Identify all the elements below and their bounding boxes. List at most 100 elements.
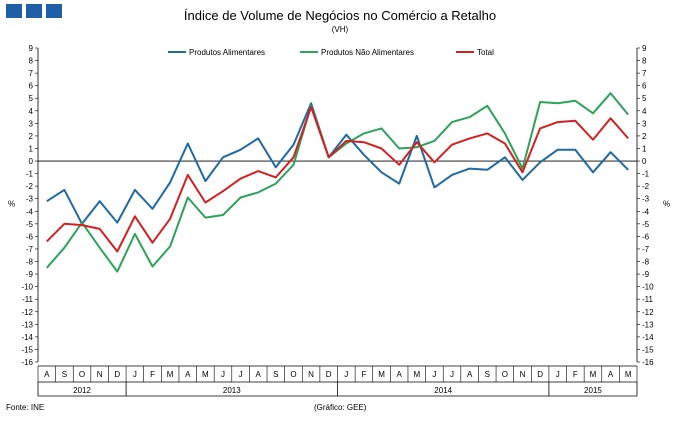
x-tick-label: J	[133, 370, 137, 379]
y-tick-label-left: 1	[29, 144, 34, 153]
x-tick-label: O	[502, 370, 508, 379]
x-tick-label: N	[520, 370, 526, 379]
x-tick-label: J	[344, 370, 348, 379]
x-tick-label: J	[432, 370, 436, 379]
x-tick-label: A	[396, 370, 402, 379]
series-line-2	[46, 106, 629, 253]
x-tick-label: D	[114, 370, 120, 379]
y-tick-label-left: -8	[26, 258, 34, 267]
y-tick-label-right: -16	[642, 358, 654, 367]
y-tick-label-left: -12	[21, 308, 33, 317]
y-tick-label-right: 3	[642, 119, 647, 128]
x-tick-label: N	[308, 370, 314, 379]
series-line-1	[46, 92, 629, 273]
x-tick-label: D	[537, 370, 543, 379]
y-tick-label-right: -9	[642, 270, 650, 279]
x-tick-label: O	[290, 370, 296, 379]
y-tick-label-right: 6	[642, 82, 647, 91]
year-label: 2013	[223, 386, 241, 395]
x-tick-label: A	[608, 370, 614, 379]
y-tick-label-right: -14	[642, 333, 654, 342]
y-tick-label-right: 7	[642, 69, 647, 78]
y-tick-label-left: -6	[26, 232, 34, 241]
x-tick-label: A	[256, 370, 262, 379]
x-tick-label: O	[79, 370, 85, 379]
y-axis-label-left: %	[8, 199, 15, 208]
logo	[6, 4, 62, 18]
x-tick-label: J	[556, 370, 560, 379]
y-tick-label-left: -13	[21, 320, 33, 329]
y-tick-label-right: -1	[642, 170, 650, 179]
y-tick-label-right: -2	[642, 182, 650, 191]
x-tick-label: J	[239, 370, 243, 379]
year-label: 2012	[73, 386, 91, 395]
x-tick-label: F	[573, 370, 578, 379]
source-note: Fonte: INE	[6, 403, 45, 412]
x-tick-label: M	[590, 370, 597, 379]
x-tick-label: F	[150, 370, 155, 379]
chart-title: Índice de Volume de Negócios no Comércio…	[183, 8, 497, 23]
y-tick-label-right: 4	[642, 107, 647, 116]
x-tick-label: A	[44, 370, 50, 379]
legend-label-2: Total	[477, 48, 494, 57]
y-tick-label-left: 7	[29, 69, 34, 78]
x-tick-label: A	[185, 370, 191, 379]
y-tick-label-right: -12	[642, 308, 654, 317]
x-tick-label: S	[62, 370, 67, 379]
y-tick-label-left: -15	[21, 345, 33, 354]
y-axis-label-right: %	[663, 199, 670, 208]
y-tick-label-right: -15	[642, 345, 654, 354]
x-tick-label: N	[97, 370, 103, 379]
y-tick-label-left: -7	[26, 245, 34, 254]
y-tick-label-left: 6	[29, 82, 34, 91]
y-tick-label-right: -7	[642, 245, 650, 254]
x-tick-label: M	[625, 370, 632, 379]
y-tick-label-left: 3	[29, 119, 34, 128]
y-tick-label-left: 4	[29, 107, 34, 116]
y-tick-label-left: -11	[22, 295, 34, 304]
y-tick-label-right: 1	[642, 144, 647, 153]
y-tick-label-left: -1	[26, 170, 34, 179]
y-tick-label-left: -16	[21, 358, 33, 367]
x-tick-label: F	[361, 370, 366, 379]
y-tick-label-left: -4	[26, 207, 34, 216]
y-tick-label-right: 2	[642, 132, 647, 141]
y-tick-label-left: -9	[26, 270, 34, 279]
y-tick-label-right: -13	[642, 320, 654, 329]
x-tick-label: S	[485, 370, 490, 379]
x-tick-label: J	[221, 370, 225, 379]
x-tick-label: M	[202, 370, 209, 379]
x-tick-label: D	[326, 370, 332, 379]
x-tick-label: M	[378, 370, 385, 379]
y-tick-label-left: 2	[29, 132, 34, 141]
legend-label-1: Produtos Não Alimentares	[321, 48, 414, 57]
y-tick-label-right: 5	[642, 94, 647, 103]
y-tick-label-left: -14	[21, 333, 33, 342]
y-tick-label-right: 0	[642, 157, 647, 166]
x-tick-label: A	[467, 370, 473, 379]
y-tick-label-left: 5	[29, 94, 34, 103]
y-tick-label-right: -10	[642, 283, 654, 292]
y-tick-label-right: -11	[642, 295, 654, 304]
y-tick-label-right: 8	[642, 57, 647, 66]
chart-credit: (Gráfico: GEE)	[314, 403, 367, 412]
y-tick-label-right: -8	[642, 258, 650, 267]
y-tick-label-right: 9	[642, 44, 647, 53]
y-tick-label-left: -5	[26, 220, 34, 229]
y-tick-label-left: -2	[26, 182, 34, 191]
y-tick-label-right: -5	[642, 220, 650, 229]
x-tick-label: S	[273, 370, 278, 379]
y-tick-label-left: -3	[26, 195, 34, 204]
y-tick-label-right: -4	[642, 207, 650, 216]
series-line-0	[46, 102, 629, 225]
y-tick-label-right: -3	[642, 195, 650, 204]
legend-label-0: Produtos Alimentares	[189, 48, 265, 57]
x-tick-label: M	[413, 370, 420, 379]
year-label: 2015	[584, 386, 602, 395]
y-tick-label-left: 0	[29, 157, 34, 166]
y-tick-label-right: -6	[642, 232, 650, 241]
y-tick-label-left: -10	[21, 283, 33, 292]
x-tick-label: J	[450, 370, 454, 379]
y-tick-label-left: 8	[29, 57, 34, 66]
x-tick-label: M	[167, 370, 174, 379]
